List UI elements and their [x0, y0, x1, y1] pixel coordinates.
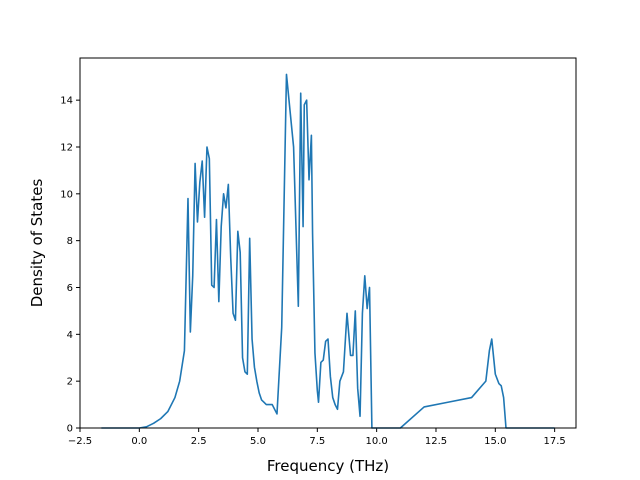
- x-axis-ticks: −2.5 0.0 2.5 5.0 7.5 10.0 12.5 15.0 17.5: [68, 428, 566, 447]
- y-tick-label: 12: [60, 142, 73, 153]
- x-tick-label: −2.5: [68, 436, 92, 447]
- x-axis-label: Frequency (THz): [267, 457, 389, 475]
- y-tick-label: 0: [67, 424, 73, 435]
- x-tick-label: 10.0: [366, 436, 388, 447]
- x-tick-label: 2.5: [191, 436, 207, 447]
- series-line: [101, 73, 555, 429]
- x-tick-label: 15.0: [484, 436, 506, 447]
- y-tick-label: 10: [60, 189, 73, 200]
- y-tick-label: 4: [67, 330, 73, 341]
- plot-background: [80, 58, 576, 428]
- plot-frame: [79, 57, 577, 429]
- y-axis-label: Density of States: [28, 179, 46, 308]
- x-tick-label: 12.5: [425, 436, 447, 447]
- x-tick-label: 0.0: [131, 436, 147, 447]
- y-tick-label: 14: [60, 96, 73, 107]
- x-tick-label: 5.0: [250, 436, 266, 447]
- y-tick-label: 8: [67, 236, 73, 247]
- x-tick-label: 7.5: [309, 436, 325, 447]
- y-axis-ticks: 0 2 4 6 8 10 12 14: [60, 96, 80, 435]
- x-tick-label: 17.5: [544, 436, 566, 447]
- y-tick-label: 2: [67, 377, 73, 388]
- y-tick-label: 6: [67, 283, 73, 294]
